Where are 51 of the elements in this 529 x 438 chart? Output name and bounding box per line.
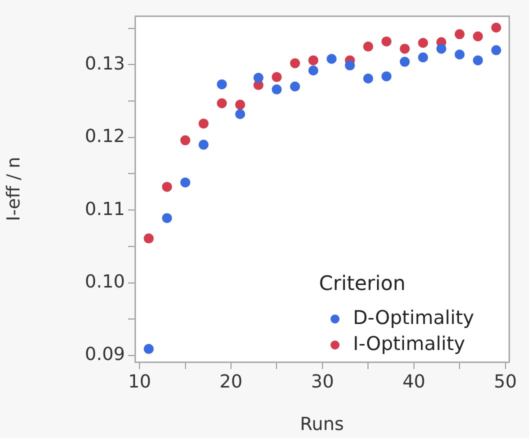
point	[290, 82, 300, 92]
point	[235, 109, 246, 120]
point	[180, 135, 190, 146]
point	[253, 72, 264, 83]
point	[454, 29, 465, 40]
point	[235, 100, 246, 110]
point	[363, 42, 374, 52]
point	[418, 52, 428, 62]
point	[400, 56, 410, 67]
point	[363, 74, 374, 84]
point	[162, 213, 172, 224]
x-tick-label: 20	[220, 371, 242, 392]
y-tick-label: 0.10	[84, 271, 125, 292]
y-tick-label: 0.13	[84, 53, 125, 74]
y-tick-label: 0.11	[84, 198, 125, 220]
y-tick-label: 0.09	[84, 344, 125, 366]
point	[308, 66, 318, 76]
point	[381, 36, 392, 46]
point	[144, 233, 154, 244]
point	[436, 44, 446, 54]
point	[180, 177, 190, 188]
point	[162, 182, 172, 192]
point	[198, 118, 209, 129]
legend-label: I-Optimality	[353, 332, 466, 355]
point	[326, 54, 337, 64]
point	[381, 71, 392, 82]
point	[308, 55, 318, 66]
point	[272, 84, 282, 94]
point	[216, 98, 227, 108]
point	[472, 55, 483, 66]
x-tick-label: 50	[494, 371, 517, 392]
legend-label: D-Optimality	[353, 306, 474, 329]
legend-title: Criterion	[319, 271, 406, 296]
point	[198, 140, 209, 150]
point	[418, 38, 428, 48]
x-axis-title: Runs	[300, 414, 344, 435]
x-tick-label: 40	[402, 371, 426, 392]
x-tick-label: 10	[128, 371, 152, 392]
x-tick-label: 30	[311, 371, 334, 392]
point	[472, 31, 483, 42]
point	[344, 60, 355, 70]
y-axis-title: I-eff / n	[3, 156, 24, 222]
point	[491, 22, 502, 33]
point	[491, 45, 502, 56]
point	[272, 72, 282, 82]
point	[454, 50, 465, 60]
point	[290, 58, 300, 68]
point	[144, 344, 154, 354]
point	[400, 44, 410, 54]
point	[216, 79, 227, 90]
y-tick-label: 0.12	[84, 126, 125, 148]
